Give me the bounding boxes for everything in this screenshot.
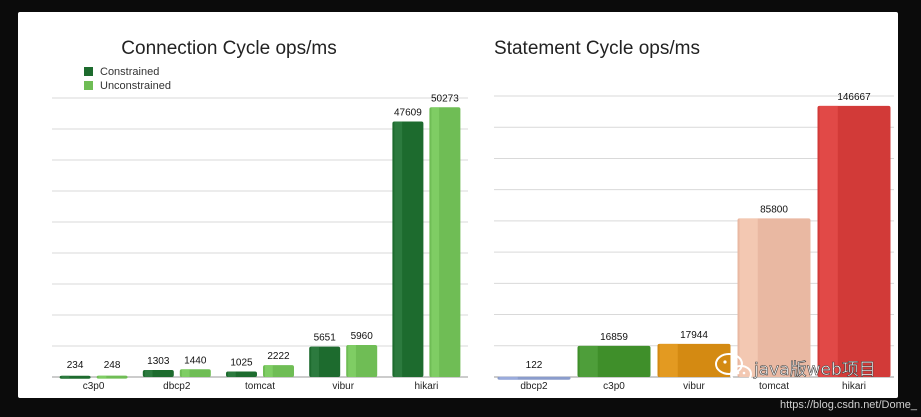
category-label: c3p0 [603, 381, 625, 392]
data-label: 1303 [147, 356, 170, 367]
bar-tomcat [737, 218, 811, 377]
bar-dbcp2-highlight [499, 376, 518, 380]
legend-label: Unconstrained [100, 80, 171, 92]
category-label: vibur [332, 381, 354, 392]
bar-dbcp2-constrained-highlight [144, 370, 153, 377]
data-label: 2222 [267, 351, 290, 362]
category-label: tomcat [245, 381, 275, 392]
data-label: 248 [104, 360, 121, 371]
chart-title: Connection Cycle ops/ms [121, 38, 336, 59]
chart-panel: Connection Cycle ops/ms Constrained Uncons… [18, 12, 898, 398]
data-label: 122 [526, 360, 543, 371]
bar-hikari-highlight [819, 105, 838, 377]
bar-c3p0-unconstrained-highlight [98, 375, 107, 379]
chart-canvas: Connection Cycle ops/ms Constrained Uncons… [52, 38, 894, 392]
legend-swatch [84, 81, 93, 90]
footer-url-text: https://blog.csdn.net/Dome_ [780, 399, 918, 411]
bar-hikari-unconstrained [429, 107, 461, 377]
category-label: vibur [683, 381, 705, 392]
chart-title: Statement Cycle ops/ms [494, 38, 700, 59]
watermark: java版web项目 [715, 353, 876, 383]
category-label: dbcp2 [163, 381, 191, 392]
category-label: hikari [414, 381, 438, 392]
bar-hikari [817, 105, 891, 377]
bar-vibur-constrained [309, 346, 341, 377]
bar-c3p0 [577, 345, 651, 377]
data-label: 5960 [351, 331, 374, 342]
data-label: 1440 [184, 355, 207, 366]
statement-cycle-chart: Statement Cycle ops/ms 122 dbcp2 16859 c3p0 1… [494, 38, 894, 392]
category-label: tomcat [759, 381, 789, 392]
data-label: 50273 [431, 93, 459, 104]
data-label: 16859 [600, 332, 628, 343]
legend-label: Constrained [100, 66, 159, 78]
category-label: dbcp2 [520, 381, 548, 392]
data-label: 5651 [314, 333, 337, 344]
bar-tomcat-constrained-highlight [228, 371, 236, 377]
bar-vibur-constrained-highlight [311, 346, 319, 377]
category-label: c3p0 [83, 381, 105, 392]
bar-vibur-unconstrained [346, 345, 378, 377]
connection-cycle-chart: Connection Cycle ops/ms Constrained Uncons… [52, 38, 468, 392]
bar-tomcat-unconstrained-highlight [265, 365, 273, 377]
bar-hikari-constrained-highlight [394, 121, 403, 377]
data-label: 1025 [230, 358, 253, 369]
bar-dbcp2-unconstrained [179, 369, 211, 377]
bar-vibur-highlight [659, 343, 678, 377]
bar-hikari-constrained [392, 121, 424, 377]
bar-dbcp2 [497, 376, 571, 380]
data-label: 47609 [394, 108, 422, 119]
data-label: 85800 [760, 204, 788, 215]
bar-vibur [657, 343, 731, 377]
bar-dbcp2-constrained [142, 370, 174, 377]
bar-c3p0-highlight [579, 345, 598, 377]
bar-tomcat-constrained [226, 371, 257, 377]
bar-c3p0-constrained-highlight [61, 375, 70, 379]
bar-hikari-unconstrained-highlight [431, 107, 440, 377]
bar-c3p0-constrained [59, 375, 91, 379]
data-label: 17944 [680, 330, 708, 341]
bar-tomcat-unconstrained [263, 365, 294, 377]
bar-dbcp2-unconstrained-highlight [181, 369, 190, 377]
data-label: 234 [67, 360, 84, 371]
bar-vibur-unconstrained-highlight [348, 345, 356, 377]
bar-c3p0-unconstrained [96, 375, 128, 379]
wechat-icon [715, 353, 752, 383]
category-label: hikari [842, 381, 866, 392]
bar-tomcat-highlight [739, 218, 758, 377]
legend-swatch [84, 67, 93, 76]
watermark-text: java版web项目 [753, 360, 876, 380]
data-label: 146667 [837, 92, 871, 103]
